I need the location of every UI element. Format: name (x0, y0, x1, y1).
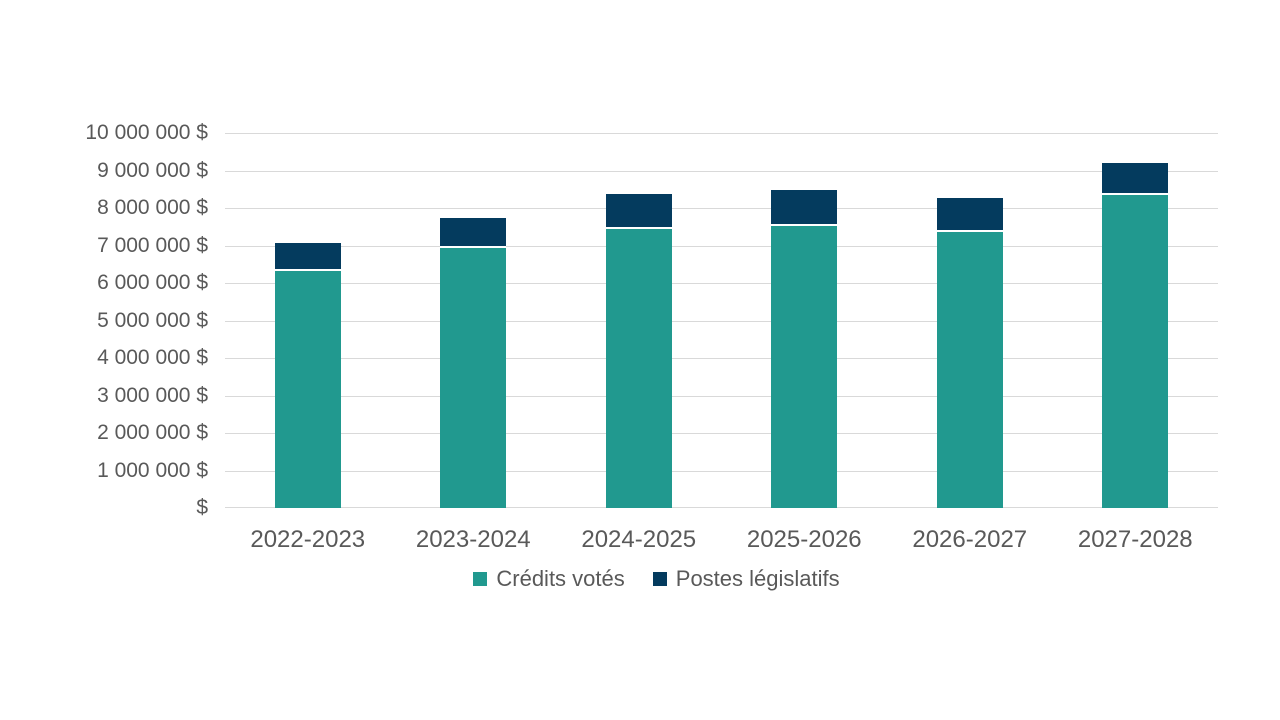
y-tick-label: 8 000 000 $ (97, 196, 208, 219)
y-tick-label: $ (196, 496, 208, 519)
bar-segment-credits-votes (605, 229, 672, 508)
bar-segment-credits-votes (936, 232, 1003, 508)
x-tick-label: 2027-2028 (1077, 526, 1193, 553)
bar-segment-credits-votes (1102, 194, 1169, 508)
bar-segment-postes-legislatifs (936, 197, 1003, 232)
gridline (225, 320, 1218, 322)
x-tick-label: 2025-2026 (746, 526, 862, 553)
x-tick-label: 2023-2024 (415, 526, 531, 553)
bar-2026-2027 (936, 133, 1003, 508)
gridline (225, 433, 1218, 434)
gridline (225, 470, 1218, 472)
y-tick-label: 1 000 000 $ (97, 458, 208, 482)
y-tick-label: 6 000 000 $ (97, 271, 208, 294)
bar-2027-2028 (1102, 133, 1169, 508)
bar-2023-2024 (440, 133, 507, 508)
legend-swatch-icon (652, 572, 667, 586)
bar-segment-postes-legislatifs (605, 193, 672, 229)
bar-2024-2025 (605, 133, 672, 508)
y-tick-label: 4 000 000 $ (97, 346, 208, 369)
x-tick-label: 2026-2027 (912, 526, 1028, 553)
legend-label: Postes législatifs (675, 566, 840, 591)
legend: Crédits votés Postes législatifs (95, 565, 1218, 593)
y-tick-label: 7 000 000 $ (97, 233, 208, 257)
legend-item-credits-votes: Crédits votés (473, 566, 625, 592)
gridline (225, 283, 1218, 284)
gridline (225, 507, 1218, 508)
bar-segment-credits-votes (274, 271, 341, 508)
x-tick-label: 2022-2023 (250, 526, 366, 553)
bar-2025-2026 (771, 133, 838, 508)
y-tick-label: 5 000 000 $ (97, 308, 208, 332)
gridline (225, 170, 1218, 172)
legend-item-postes-legislatifs: Postes législatifs (652, 566, 840, 592)
bar-segment-postes-legislatifs (771, 190, 838, 227)
plot-area (225, 133, 1218, 508)
y-tick-label: 2 000 000 $ (97, 421, 208, 444)
legend-label: Crédits votés (496, 566, 625, 591)
bar-segment-postes-legislatifs (274, 242, 341, 271)
bar-segment-credits-votes (440, 248, 507, 508)
y-tick-label: 10 000 000 $ (85, 121, 208, 144)
legend-swatch-icon (473, 572, 488, 586)
bar-segment-postes-legislatifs (1102, 163, 1169, 195)
x-tick-label: 2024-2025 (581, 526, 697, 553)
gridline (225, 208, 1218, 209)
gridline (225, 358, 1218, 359)
y-tick-label: 3 000 000 $ (97, 383, 208, 407)
bar-segment-credits-votes (771, 226, 838, 508)
gridline (225, 245, 1218, 247)
bar-2022-2023 (274, 133, 341, 508)
bar-segment-postes-legislatifs (440, 217, 507, 249)
y-tick-label: 9 000 000 $ (97, 158, 208, 182)
gridline (225, 133, 1218, 134)
gridline (225, 395, 1218, 397)
